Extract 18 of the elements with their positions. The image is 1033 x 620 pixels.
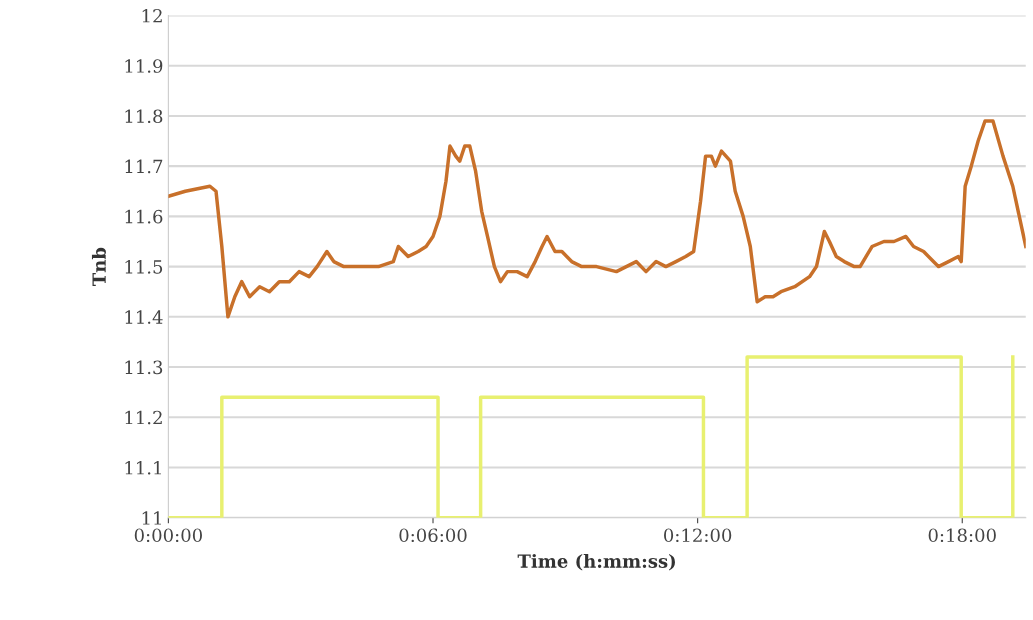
y-tick-label: 11.5 (125, 260, 163, 274)
y-tick-label: 11.3 (125, 360, 163, 375)
y-tick-label: 11.7 (125, 159, 163, 174)
y-tick-label: 11.8 (125, 109, 163, 124)
y-axis-title: Tnb (91, 247, 106, 286)
x-tick-label: 0:18:00 (928, 528, 996, 543)
y-tick-label: 11.1 (125, 460, 161, 475)
x-tick-label: 0:06:00 (399, 528, 467, 543)
y-tick-label: 11.4 (125, 310, 163, 324)
y-tick-label: 12 (142, 8, 162, 23)
y-tick-label: 11.9 (125, 59, 163, 73)
y-tick-label: 11.6 (125, 209, 163, 224)
y-tick-label: 11 (142, 511, 161, 525)
line-series (168, 119, 1026, 319)
y-tick-label: 11.2 (125, 410, 162, 425)
x-tick-label: 0:12:00 (664, 528, 732, 543)
x-tick-label: 0:00:00 (134, 528, 202, 543)
x-axis-title: Time (h:mm:ss) (517, 553, 675, 571)
